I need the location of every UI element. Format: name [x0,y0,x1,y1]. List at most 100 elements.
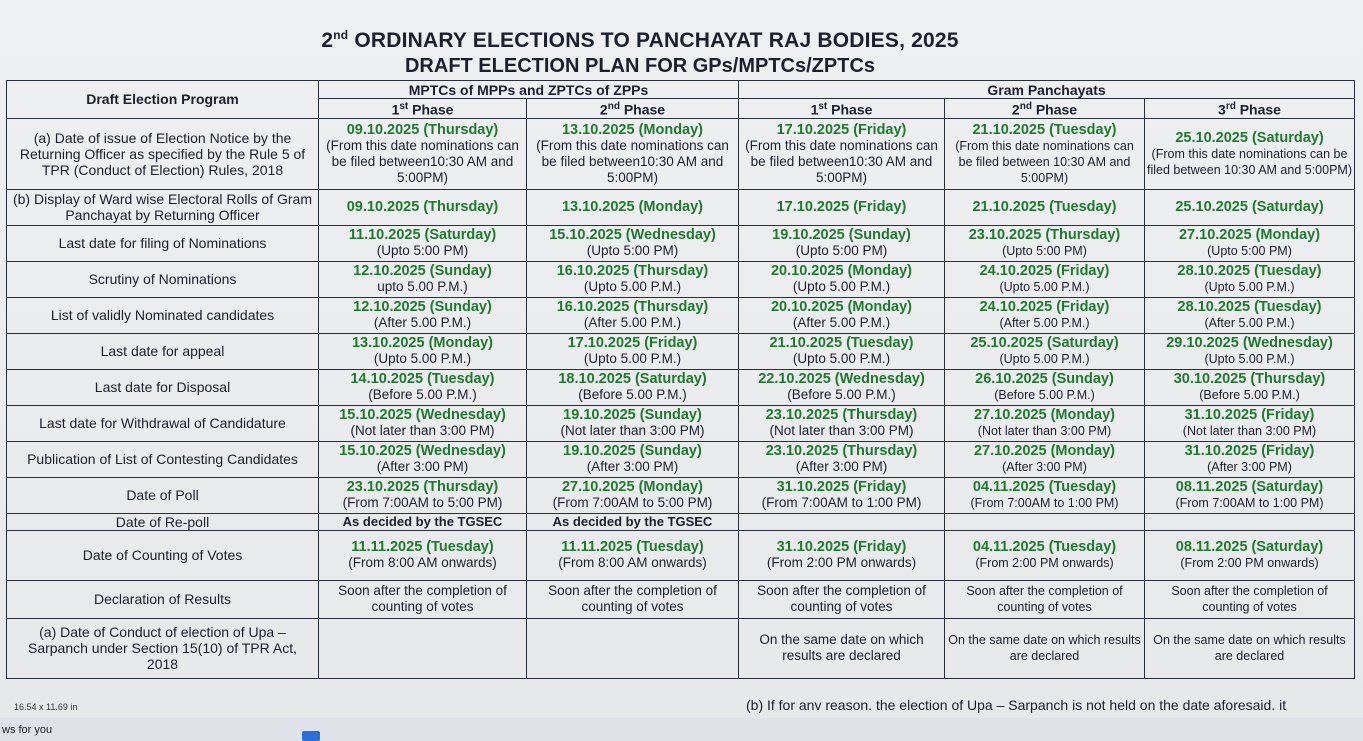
schedule-cell: 12.10.2025 (Sunday) (After 5.00 P.M.) [318,296,527,334]
cell-note: (From this date nominations can be filed… [536,137,729,185]
cell-date: 15.10.2025 (Wednesday) [339,407,506,424]
schedule-cell: Soon after the completion of counting of… [738,579,945,619]
row-label: Publication of List of Contesting Candid… [6,440,319,478]
table-row: Date of Re-poll As decided by the TGSEC As… [6,512,1356,531]
schedule-cell: 26.10.2025 (Sunday) (Before 5.00 P.M.) [944,368,1145,406]
cell-note: (From 7:00AM to 5:00 PM) [552,495,713,511]
cell-note: On the same date on which results are de… [1153,633,1346,664]
header-phase: 2nd Phase [526,98,739,119]
cell-note: (From 7:00AM to 1:00 PM) [970,496,1119,511]
cell-date: 28.10.2025 (Tuesday) [1177,263,1322,280]
cell-note: (After 5.00 P.M.) [583,315,682,331]
schedule-cell: 17.10.2025 (Friday) (Upto 5.00 P.M.) [526,332,739,370]
schedule-cell: 13.10.2025 (Monday) (From this date nomin… [526,117,739,190]
cell-note: (Upto 5:00 PM) [795,243,888,259]
cell-note: (After 3:00 PM) [586,459,679,475]
cell-date: 23.10.2025 (Thursday) [765,443,918,460]
cell-date: 09.10.2025 (Thursday) [346,121,499,138]
cell-date: 15.10.2025 (Wednesday) [339,443,506,460]
cell-note: (From 7:00AM to 1:00 PM) [761,495,922,511]
schedule-cell: 17.10.2025 (Friday) [738,188,945,226]
table-row: Date of Counting of Votes 11.11.2025 (Tue… [6,529,1356,581]
cell-date: 04.11.2025 (Tuesday) [972,479,1117,496]
cell-date: 24.10.2025 (Friday) [979,299,1110,316]
cell-date: 19.10.2025 (Sunday) [563,443,702,460]
header-mptc-zptc: MPTCs of MPPs and ZPTCs of ZPPs [318,80,739,99]
page-size-label: 16.54 x 11.69 in [14,702,78,712]
header-phase: 1st Phase [738,98,945,119]
cell-date: 27.10.2025 (Monday) [973,443,1116,460]
schedule-cell: 15.10.2025 (Wednesday) (After 3:00 PM) [318,440,527,478]
schedule-cell: 13.10.2025 (Monday) (Upto 5.00 P.M.) [318,332,527,370]
cell-note: On the same date on which results are de… [759,632,924,664]
footer-note: (b) If for anv reason. the election of U… [746,697,1287,713]
cell-date: 29.10.2025 (Wednesday) [1166,335,1333,352]
cell-note: (Upto 5.00 P.M.) [583,351,682,367]
schedule-cell: 23.10.2025 (Thursday) (Not later than 3:0… [738,404,945,442]
cell-note: upto 5.00 P.M.) [377,279,468,295]
row-label: Last date for appeal [6,332,319,370]
row-label: List of validly Nominated candidates [6,296,319,334]
schedule-cell: 18.10.2025 (Saturday) (Before 5.00 P.M.) [526,368,739,406]
schedule-cell: 12.10.2025 (Sunday) upto 5.00 P.M.) [318,260,527,298]
cell-date: 14.10.2025 (Tuesday) [350,371,495,388]
cell-note: Soon after the completion of counting of… [757,583,926,615]
cell-note: (Not later than 3:00 PM) [1182,424,1317,439]
schedule-cell: 21.10.2025 (Tuesday) [944,188,1145,226]
document-title: 2nd ORDINARY ELECTIONS TO PANCHAYAT RAJ … [321,28,959,52]
start-icon[interactable] [302,731,320,741]
cell-note: (After 5.00 P.M.) [373,315,472,331]
schedule-cell: 11.10.2025 (Saturday) (Upto 5:00 PM) [318,224,527,262]
header-program: Draft Election Program [6,80,319,119]
schedule-cell: 15.10.2025 (Wednesday) (Not later than 3:… [318,404,527,442]
cell-date: 25.10.2025 (Saturday) [1175,129,1324,146]
cell-note: (Upto 5.00 P.M.) [792,279,891,295]
cell-date: 21.10.2025 (Tuesday) [972,199,1117,216]
cell-note: (Not later than 3:00 PM) [977,424,1112,439]
schedule-cell: 25.10.2025 (Saturday) [1143,188,1356,226]
schedule-cell: 23.10.2025 (Thursday) (Upto 5:00 PM) [944,224,1145,262]
schedule-cell [1143,512,1356,531]
row-label: Last date for Withdrawal of Candidature [6,404,319,442]
cell-date: 28.10.2025 (Tuesday) [1177,299,1322,316]
schedule-cell: 19.10.2025 (Sunday) (Upto 5:00 PM) [738,224,945,262]
taskbar-widget-text[interactable]: ws for you [2,724,53,736]
schedule-cell: 11.11.2025 (Tuesday) (From 8:00 AM onward… [526,529,739,581]
schedule-cell: 14.10.2025 (Tuesday) (Before 5.00 P.M.) [318,368,527,406]
schedule-cell: 04.11.2025 (Tuesday) (From 7:00AM to 1:00… [944,476,1145,514]
cell-date: 30.10.2025 (Thursday) [1173,371,1326,388]
taskbar [0,718,1363,741]
table-row: (a) Date of issue of Election Notice by … [6,117,1356,190]
cell-note: (Upto 5.00 P.M.) [792,351,891,367]
cell-note: (From this date nominations can be filed… [745,137,938,185]
cell-note: (Before 5.00 P.M.) [787,387,896,403]
schedule-cell: 27.10.2025 (Monday) (Upto 5:00 PM) [1143,224,1356,262]
cell-date: 19.10.2025 (Sunday) [563,407,702,424]
cell-note: (From this date nominations can be filed… [955,138,1134,185]
cell-date: 11.11.2025 (Tuesday) [561,539,704,556]
cell-note: (Upto 5:00 PM) [376,243,469,259]
schedule-cell: 25.10.2025 (Saturday) (From this date nom… [1143,117,1356,190]
cell-note: (After 5.00 P.M.) [792,315,891,331]
schedule-cell: 09.10.2025 (Thursday) [318,188,527,226]
schedule-cell: 24.10.2025 (Friday) (After 5.00 P.M.) [944,296,1145,334]
cell-note: (After 5.00 P.M.) [999,316,1090,331]
cell-date: 17.10.2025 (Friday) [776,199,907,216]
cell-date: 31.10.2025 (Friday) [1184,443,1315,460]
cell-note: (After 3:00 PM) [1207,460,1292,475]
cell-note: (Before 5.00 P.M.) [994,388,1095,403]
schedule-cell: 30.10.2025 (Thursday) (Before 5.00 P.M.) [1143,368,1356,406]
row-label: (a) Date of Conduct of election of Upa –… [6,617,319,679]
table-row: Date of Poll 23.10.2025 (Thursday) (From 7… [6,476,1356,514]
cell-date: 27.10.2025 (Monday) [561,479,704,496]
table-row: Last date for Disposal 14.10.2025 (Tuesda… [6,368,1356,406]
cell-date: 27.10.2025 (Monday) [1178,227,1321,244]
cell-note: (From this date nominations can be filed… [326,137,519,185]
row-label: Date of Counting of Votes [6,529,319,581]
cell-date: 23.10.2025 (Thursday) [765,407,918,424]
cell-note: (Before 5.00 P.M.) [578,387,687,403]
cell-date: 13.10.2025 (Monday) [351,335,494,352]
schedule-cell [944,512,1145,531]
row-label: Scrutiny of Nominations [6,260,319,298]
cell-date: 26.10.2025 (Sunday) [975,371,1114,388]
